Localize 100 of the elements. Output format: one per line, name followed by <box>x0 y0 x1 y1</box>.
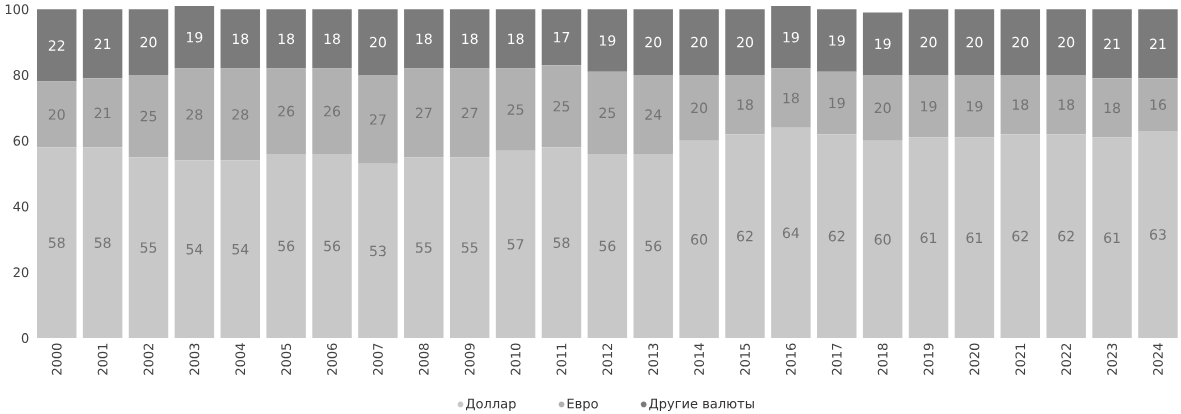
x-tick-label: 2010 <box>510 343 521 375</box>
data-label: 19 <box>829 97 845 109</box>
data-label: 20 <box>691 36 708 48</box>
data-label: 26 <box>324 105 341 117</box>
data-label: 18 <box>232 33 249 45</box>
data-label: 21 <box>94 107 111 118</box>
data-label: 58 <box>94 237 111 248</box>
data-label: 20 <box>874 102 891 114</box>
data-label: 62 <box>737 230 753 242</box>
data-label: 18 <box>278 33 295 45</box>
data-label: 19 <box>829 35 845 46</box>
data-label: 58 <box>553 237 570 248</box>
x-tick-label: 2023 <box>1107 343 1118 375</box>
data-label: 27 <box>461 107 478 118</box>
data-label: 20 <box>645 36 662 48</box>
data-label: 61 <box>1104 232 1120 243</box>
data-label: 25 <box>553 100 570 112</box>
y-tick-label: 60 <box>13 135 29 146</box>
data-label: 54 <box>186 243 203 255</box>
x-tick-label: 2011 <box>556 343 567 375</box>
data-label: 18 <box>324 33 340 45</box>
data-label: 56 <box>278 240 295 252</box>
x-tick-label: 2009 <box>464 343 475 375</box>
data-label: 60 <box>874 234 891 245</box>
data-label: 19 <box>875 38 891 50</box>
data-label: 20 <box>140 36 157 48</box>
legend-label: Доллар <box>466 398 516 411</box>
data-label: 28 <box>186 109 203 120</box>
data-label: 18 <box>1058 99 1075 110</box>
x-tick-label: 2017 <box>831 343 842 375</box>
x-tick-label: 2001 <box>97 343 108 375</box>
data-label: 20 <box>737 36 753 48</box>
y-tick-label: 20 <box>13 267 29 278</box>
data-label: 20 <box>1058 36 1075 48</box>
data-label: 18 <box>737 99 753 110</box>
data-label: 16 <box>1150 99 1166 110</box>
x-tick-label: 2006 <box>327 343 337 375</box>
data-label: 20 <box>1012 36 1029 48</box>
data-label: 18 <box>416 33 432 45</box>
data-label: 26 <box>278 105 295 117</box>
x-tick-label: 2024 <box>1153 343 1163 375</box>
data-label: 62 <box>1058 230 1074 242</box>
data-label: 19 <box>967 100 983 112</box>
data-label: 19 <box>599 35 616 46</box>
data-label: 27 <box>415 107 432 118</box>
data-label: 19 <box>921 100 937 112</box>
data-label: 63 <box>1150 229 1166 240</box>
data-label: 54 <box>232 243 249 255</box>
x-tick-label: 2018 <box>877 343 888 375</box>
data-label: 55 <box>415 242 432 253</box>
x-tick-label: 2008 <box>418 343 429 375</box>
legend-label: Евро <box>567 398 598 411</box>
data-label: 62 <box>1012 230 1028 242</box>
x-tick-label: 2007 <box>372 343 383 375</box>
data-label: 61 <box>966 232 983 243</box>
data-label: 19 <box>186 31 203 43</box>
data-label: 55 <box>140 242 157 253</box>
data-label: 19 <box>783 31 799 43</box>
data-label: 21 <box>1104 38 1120 49</box>
x-tick-label: 2013 <box>648 343 659 375</box>
data-label: 55 <box>461 242 478 253</box>
data-label: 56 <box>599 240 616 252</box>
y-tick-label: 100 <box>5 4 29 15</box>
data-label: 20 <box>920 36 937 48</box>
data-label: 56 <box>645 240 662 252</box>
data-label: 18 <box>1104 102 1121 114</box>
data-label: 21 <box>1150 38 1166 49</box>
x-tick-label: 2019 <box>923 343 934 375</box>
data-label: 20 <box>48 109 65 120</box>
data-label: 25 <box>507 104 524 115</box>
data-label: 18 <box>783 92 799 104</box>
data-label: 18 <box>462 33 478 45</box>
x-tick-label: 2020 <box>969 343 980 375</box>
data-label: 17 <box>554 32 570 43</box>
data-label: 18 <box>508 33 524 45</box>
data-label: 56 <box>324 240 341 252</box>
data-label: 21 <box>94 38 111 49</box>
data-label: 25 <box>599 107 616 119</box>
x-tick-label: 2000 <box>51 343 62 375</box>
y-tick-label: 0 <box>21 333 29 343</box>
data-label: 62 <box>828 230 845 242</box>
data-label: 58 <box>48 237 65 248</box>
data-label: 57 <box>507 239 524 250</box>
x-tick-label: 2002 <box>143 343 154 375</box>
data-label: 60 <box>691 234 708 245</box>
data-label: 20 <box>691 102 708 114</box>
x-tick-label: 2012 <box>602 343 613 375</box>
data-label: 27 <box>370 114 386 125</box>
data-label: 53 <box>370 245 386 257</box>
x-tick-label: 2003 <box>189 343 200 375</box>
x-tick-label: 2021 <box>1015 343 1026 375</box>
data-label: 64 <box>782 227 800 239</box>
data-label: 28 <box>232 109 249 120</box>
x-tick-label: 2005 <box>281 343 292 375</box>
data-label: 25 <box>140 110 157 122</box>
y-tick-label: 80 <box>13 70 29 80</box>
x-tick-label: 2015 <box>740 343 750 375</box>
data-label: 24 <box>645 109 662 120</box>
data-label: 20 <box>370 36 386 48</box>
data-label: 22 <box>48 40 65 51</box>
